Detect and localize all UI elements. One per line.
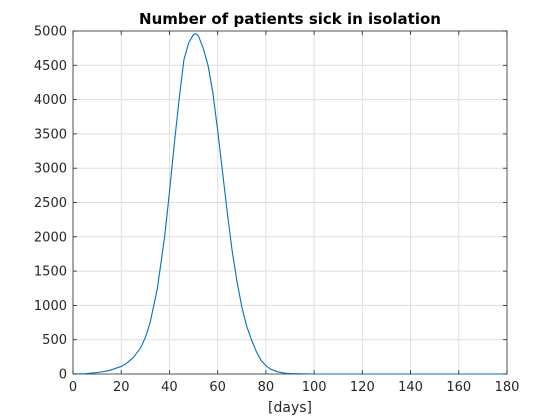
x-tick-label: 60 bbox=[209, 380, 226, 395]
chart-title: Number of patients sick in isolation bbox=[139, 10, 441, 28]
y-tick-label: 1000 bbox=[34, 299, 67, 314]
y-tick-label: 0 bbox=[59, 368, 67, 383]
x-tick-label: 20 bbox=[113, 380, 130, 395]
y-axis-ticks: 0 500 1000 1500 2000 2500 3000 3500 4000 4500 5000 bbox=[34, 25, 507, 383]
x-axis-ticks: 0 20 40 60 80 100 120 140 160 180 bbox=[69, 31, 520, 395]
y-tick-label: 2000 bbox=[34, 230, 67, 245]
y-tick-label: 1500 bbox=[34, 265, 67, 280]
x-tick-label: 80 bbox=[258, 380, 275, 395]
y-tick-label: 3500 bbox=[34, 127, 67, 142]
x-tick-label: 120 bbox=[350, 380, 375, 395]
x-tick-label: 0 bbox=[69, 380, 77, 395]
series-group bbox=[72, 33, 507, 375]
y-tick-label: 4500 bbox=[34, 59, 67, 74]
x-axis-label: [days] bbox=[268, 400, 312, 416]
y-tick-label: 2500 bbox=[34, 196, 67, 211]
y-tick-label: 3000 bbox=[34, 162, 67, 177]
x-tick-label: 100 bbox=[302, 380, 327, 395]
y-tick-label: 5000 bbox=[34, 25, 67, 40]
y-tick-label: 4000 bbox=[34, 93, 67, 108]
x-tick-label: 140 bbox=[398, 380, 423, 395]
x-tick-label: 40 bbox=[161, 380, 178, 395]
grid bbox=[73, 31, 507, 374]
x-tick-label: 160 bbox=[446, 380, 471, 395]
y-tick-label: 500 bbox=[42, 333, 67, 348]
x-tick-label: 180 bbox=[495, 380, 520, 395]
series-line-1 bbox=[72, 33, 507, 375]
